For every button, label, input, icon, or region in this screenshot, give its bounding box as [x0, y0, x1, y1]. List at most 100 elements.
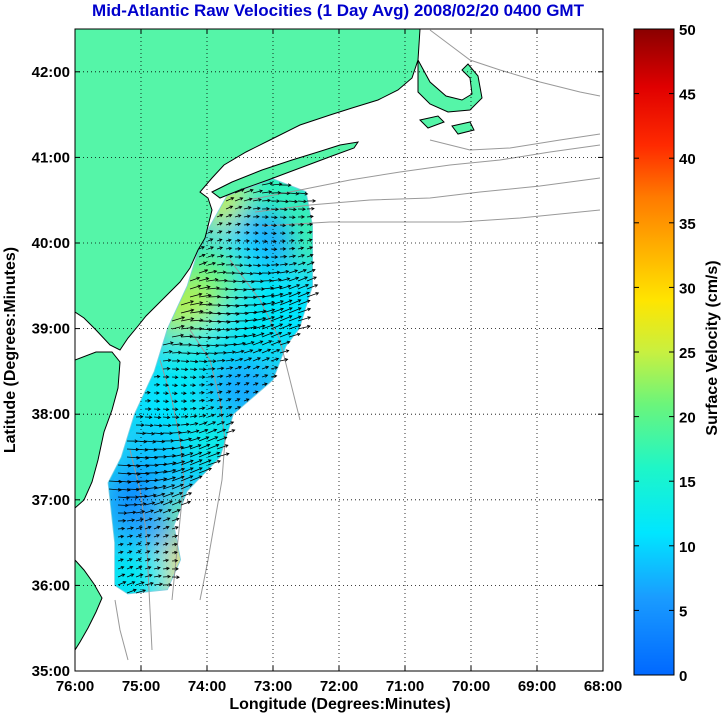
velocity-arrow	[162, 526, 170, 530]
velocity-arrow	[243, 366, 251, 370]
velocity-arrow	[216, 429, 226, 434]
velocity-arrowhead	[315, 292, 320, 296]
velocity-arrowhead	[246, 231, 250, 235]
velocity-arrow	[279, 208, 288, 211]
velocity-arrow	[216, 280, 228, 282]
velocity-arrow	[117, 504, 128, 506]
velocity-arrow	[306, 254, 314, 258]
velocity-arrowhead	[309, 246, 314, 250]
velocity-arrowhead	[288, 292, 293, 296]
velocity-arrowhead	[240, 349, 245, 354]
velocity-arrow	[171, 468, 185, 474]
velocity-arrowhead	[140, 581, 145, 585]
velocity-arrow	[126, 488, 140, 491]
velocity-arrow	[297, 269, 307, 274]
velocity-arrow	[225, 214, 232, 218]
velocity-arrow	[261, 287, 274, 290]
velocity-arrowhead	[156, 383, 161, 387]
velocity-arrow	[198, 459, 212, 466]
velocity-arrow	[270, 293, 283, 298]
velocity-arrowhead	[209, 230, 214, 234]
velocity-arrow	[198, 360, 207, 363]
velocity-arrowhead	[269, 332, 274, 336]
velocity-arrowhead	[201, 383, 206, 387]
velocity-arrowhead	[156, 566, 161, 570]
velocity-arrowhead	[297, 324, 302, 328]
velocity-arrowhead	[201, 391, 205, 395]
velocity-arrowhead	[221, 358, 226, 363]
velocity-arrow	[198, 468, 212, 474]
velocity-arrow	[243, 288, 256, 291]
velocity-arrowhead	[238, 255, 243, 259]
velocity-arrow	[306, 292, 319, 298]
velocity-arrow	[243, 390, 249, 394]
velocity-arrowhead	[256, 255, 261, 260]
velocity-arrowhead	[138, 565, 143, 570]
velocity-arrow	[252, 349, 262, 354]
velocity-arrow	[216, 222, 223, 226]
velocity-arrowhead	[206, 285, 211, 290]
velocity-arrow	[297, 247, 304, 250]
velocity-arrowhead	[201, 253, 206, 258]
velocity-arrowhead	[273, 223, 278, 228]
velocity-arrow	[198, 286, 210, 290]
velocity-arrowhead	[189, 483, 193, 487]
velocity-arrow	[234, 197, 243, 202]
velocity-arrow	[225, 255, 233, 258]
velocity-arrow	[252, 256, 260, 258]
velocity-arrowhead	[247, 255, 252, 260]
velocity-arrow	[198, 328, 212, 331]
velocity-arrow	[198, 294, 212, 298]
velocity-arrow	[270, 183, 282, 186]
velocity-arrowhead	[196, 436, 201, 441]
velocity-arrow	[162, 469, 176, 474]
velocity-arrow	[216, 271, 226, 274]
velocity-arrow	[144, 448, 157, 451]
velocity-arrow	[270, 332, 282, 338]
velocity-arrow	[162, 342, 174, 346]
velocity-arrowhead	[167, 574, 171, 579]
velocity-arrowhead	[213, 428, 218, 433]
velocity-arrow	[126, 456, 140, 459]
velocity-arrow	[153, 501, 164, 506]
velocity-arrowhead	[169, 341, 174, 345]
velocity-arrowhead	[306, 324, 311, 329]
colorbar-label: Surface Velocity (cm/s)	[704, 260, 721, 435]
velocity-arrow	[162, 462, 176, 466]
velocity-arrowhead	[301, 215, 305, 219]
velocity-arrowhead	[198, 292, 203, 297]
velocity-arrow	[252, 207, 261, 210]
velocity-arrowhead	[120, 566, 125, 570]
velocity-arrowhead	[195, 429, 200, 433]
velocity-arrow	[252, 317, 266, 322]
velocity-arrow	[135, 518, 144, 522]
velocity-arrow	[216, 360, 225, 362]
velocity-arrowhead	[307, 307, 312, 312]
velocity-arrow	[189, 310, 203, 314]
velocity-arrowhead	[162, 447, 167, 452]
velocity-arrowhead	[246, 374, 251, 378]
velocity-arrowhead	[231, 429, 236, 433]
velocity-arrow	[279, 307, 293, 314]
x-tick-label: 70:00	[452, 678, 490, 695]
velocity-arrowhead	[174, 391, 178, 396]
velocity-arrow	[216, 263, 225, 266]
velocity-arrow	[171, 446, 184, 450]
velocity-arrow	[144, 558, 151, 562]
velocity-arrow	[243, 198, 253, 202]
velocity-arrowhead	[255, 247, 260, 252]
velocity-arrow	[306, 269, 316, 274]
velocity-arrowhead	[149, 423, 154, 428]
velocity-arrow	[171, 453, 185, 458]
velocity-arrowhead	[255, 239, 259, 243]
colorbar-tick-label: 40	[679, 151, 696, 168]
velocity-arrow	[252, 199, 262, 202]
velocity-arrow	[153, 471, 167, 474]
velocity-arrow	[279, 350, 289, 354]
velocity-arrow	[288, 333, 301, 338]
velocity-arrow	[297, 292, 310, 298]
velocity-arrow	[207, 376, 214, 378]
velocity-arrowhead	[143, 439, 148, 444]
velocity-arrow	[306, 276, 317, 282]
velocity-arrowhead	[286, 340, 291, 345]
